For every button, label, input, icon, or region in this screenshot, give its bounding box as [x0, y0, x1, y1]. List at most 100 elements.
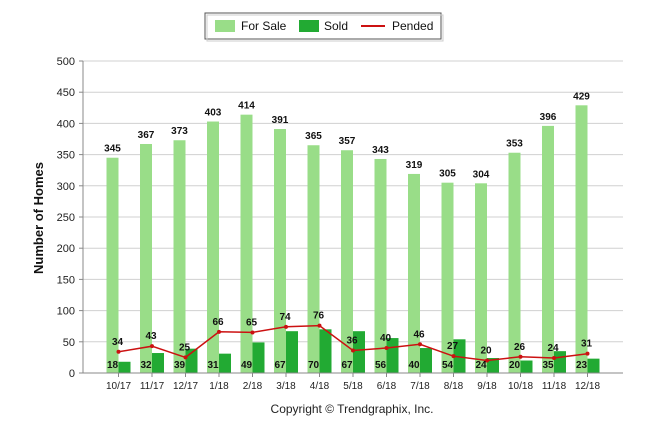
- pended-point: [585, 351, 590, 356]
- pended-data-label: 31: [581, 339, 593, 350]
- bars: [106, 105, 600, 373]
- for-sale-data-label: 319: [406, 160, 423, 171]
- for-sale-bar: [106, 157, 119, 373]
- legend-label-sold: Sold: [324, 19, 348, 33]
- sold-bar: [319, 329, 332, 373]
- sold-bar: [252, 342, 265, 373]
- pended-data-label: 26: [514, 342, 526, 353]
- pended-point: [552, 356, 556, 361]
- pended-point: [284, 324, 288, 329]
- for-sale-data-label: 414: [238, 101, 255, 112]
- pended-point: [518, 354, 523, 359]
- x-tick-label: 6/18: [377, 381, 397, 392]
- pended-data-label: 27: [447, 341, 459, 352]
- x-tick-label: 8/18: [444, 381, 464, 392]
- sold-data-label: 49: [241, 360, 253, 371]
- sold-data-label: 67: [274, 360, 286, 371]
- sold-bar: [118, 361, 131, 373]
- for-sale-data-label: 305: [439, 169, 456, 180]
- sold-data-label: 23: [576, 360, 588, 371]
- x-tick-label: 10/18: [508, 381, 533, 392]
- y-tick-label: 250: [57, 212, 75, 224]
- for-sale-bar: [207, 121, 219, 373]
- for-sale-bar: [508, 152, 521, 373]
- for-sale-data-label: 357: [339, 136, 356, 147]
- sold-data-label: 67: [341, 360, 353, 371]
- y-tick-label: 100: [57, 306, 75, 318]
- for-sale-bar: [575, 105, 588, 373]
- sold-data-label: 24: [475, 360, 487, 371]
- for-sale-bar: [173, 140, 186, 373]
- pended-data-label: 40: [380, 333, 392, 344]
- pended-point: [418, 342, 422, 347]
- y-tick-label: 0: [69, 368, 75, 380]
- pended-data-label: 74: [279, 312, 291, 323]
- pended-data-label: 65: [246, 317, 258, 328]
- x-axis: 10/17 11/17 12/17 1/18 2/18 3/18 4/18 5/18 6/18 7…: [83, 372, 623, 392]
- sold-bar: [219, 353, 231, 373]
- legend-swatch-for-sale: [215, 20, 235, 32]
- for-sale-data-label: 429: [573, 91, 590, 102]
- x-tick-label: 1/18: [209, 381, 229, 392]
- x-tick-label: 12/17: [173, 381, 198, 392]
- legend-label-pended: Pended: [392, 19, 433, 33]
- for-sale-data-label: 373: [171, 126, 188, 137]
- sold-bar: [587, 358, 600, 373]
- x-tick-label: 11/18: [542, 381, 567, 392]
- x-tick-label: 10/17: [106, 381, 131, 392]
- for-sale-data-label: 353: [506, 139, 523, 150]
- for-sale-bar: [408, 173, 420, 373]
- for-sale-data-label: 343: [372, 145, 389, 156]
- pended-point: [116, 349, 121, 354]
- sold-bar: [420, 348, 432, 373]
- x-tick-label: 5/18: [343, 381, 363, 392]
- pended-data-label: 24: [547, 343, 559, 354]
- x-tick-label: 2/18: [243, 381, 263, 392]
- data-labels: 3451836732373394033141449391673657035767…: [104, 91, 592, 371]
- sold-bar: [554, 351, 566, 373]
- y-tick-label: 500: [57, 56, 75, 68]
- sold-bar: [353, 331, 365, 373]
- pended-point: [150, 344, 154, 349]
- legend-swatch-sold: [299, 20, 319, 32]
- pended-point: [183, 355, 188, 360]
- x-tick-label: 9/18: [477, 381, 497, 392]
- sold-bar: [487, 358, 499, 373]
- for-sale-bar: [240, 114, 253, 373]
- pended-point: [317, 323, 322, 328]
- y-tick-label: 400: [57, 118, 75, 130]
- pended-data-label: 34: [112, 337, 124, 348]
- pended-point: [451, 354, 456, 359]
- y-tick-label: 150: [57, 274, 75, 286]
- y-axis: 0 50 100 150 200 250 300 350 400 450 500: [57, 56, 84, 380]
- for-sale-bar: [374, 158, 387, 373]
- sold-data-label: 39: [174, 360, 186, 371]
- legend-shadow: [206, 14, 444, 42]
- y-tick-label: 450: [57, 87, 75, 99]
- y-tick-label: 300: [57, 181, 75, 193]
- sold-data-label: 40: [408, 360, 420, 371]
- sold-data-label: 31: [207, 360, 219, 371]
- pended-point: [250, 330, 255, 335]
- pended-point: [485, 358, 489, 363]
- for-sale-bar: [307, 145, 320, 373]
- for-sale-data-label: 345: [104, 144, 121, 155]
- pended-line: [116, 323, 590, 363]
- sold-bar: [286, 331, 298, 373]
- pended-point: [384, 346, 389, 351]
- sold-data-label: 70: [308, 360, 320, 371]
- for-sale-bar: [542, 125, 554, 373]
- for-sale-data-label: 365: [305, 131, 322, 142]
- sold-data-label: 32: [140, 360, 152, 371]
- for-sale-data-label: 396: [540, 112, 557, 123]
- legend: For Sale Sold Pended: [204, 12, 444, 42]
- for-sale-bar: [140, 143, 152, 373]
- for-sale-data-label: 367: [138, 130, 155, 141]
- sold-data-label: 54: [442, 360, 454, 371]
- x-tick-label: 11/17: [140, 381, 165, 392]
- x-tick-label: 4/18: [310, 381, 330, 392]
- sold-bar: [152, 353, 164, 373]
- for-sale-data-label: 391: [272, 115, 289, 126]
- y-axis-label: Number of Homes: [31, 162, 46, 274]
